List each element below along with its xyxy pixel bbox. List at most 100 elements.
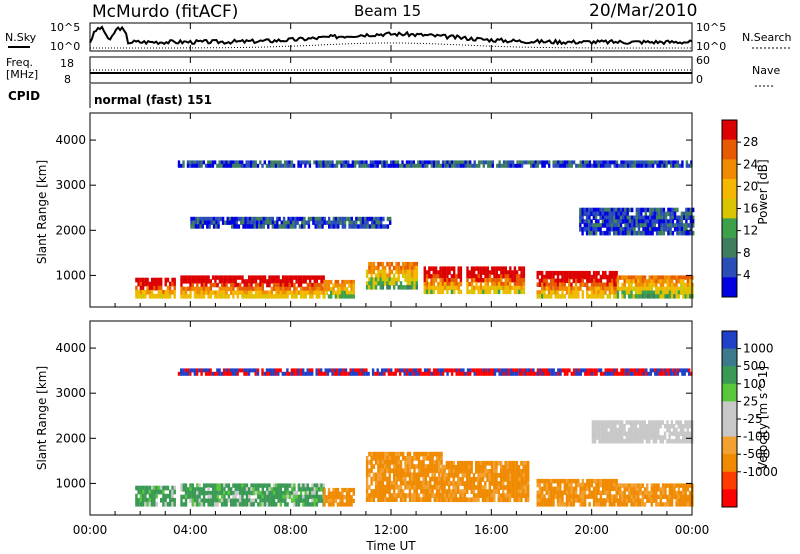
heatmap-cell-8 <box>193 368 196 373</box>
heatmap-cell-1 <box>277 279 280 284</box>
heatmap-cell-1 <box>306 487 310 492</box>
heatmap-cell-5 <box>592 490 596 495</box>
heatmap-cell-9 <box>206 224 209 229</box>
heatmap-cell-6 <box>648 498 651 503</box>
heatmap-cell-3 <box>395 281 398 286</box>
heatmap-cell-1 <box>261 294 264 299</box>
heatmap-cell-10 <box>594 230 598 236</box>
heatmap-cell-1 <box>230 487 233 492</box>
heatmap-cell-7 <box>648 435 651 440</box>
heatmap-cell-4 <box>447 485 451 490</box>
heatmap-cell-8 <box>563 371 567 376</box>
heatmap-cell-10 <box>676 215 679 220</box>
heatmap-cell-5 <box>520 281 523 287</box>
heatmap-cell-8 <box>552 371 555 376</box>
heatmap-cell-0 <box>139 293 143 299</box>
heatmap-cell-8 <box>636 368 639 373</box>
heatmap-cell-8 <box>536 163 540 168</box>
heatmap-cell-0 <box>135 485 138 491</box>
heatmap-cell-9 <box>296 216 299 222</box>
heatmap-cell-1 <box>272 494 276 500</box>
heatmap-cell-1 <box>266 490 269 496</box>
heatmap-cell-8 <box>385 160 388 165</box>
heatmap-cell-4 <box>443 469 446 474</box>
heatmap-cell-3 <box>422 476 425 482</box>
heatmap-cell-9 <box>228 220 232 225</box>
heatmap-cell-6 <box>550 274 553 280</box>
heatmap-cell-4 <box>441 281 445 287</box>
heatmap-cell-6 <box>586 294 589 299</box>
heatmap-cell-6 <box>646 483 649 488</box>
heatmap-cell-0 <box>137 497 140 503</box>
heatmap-cell-1 <box>180 286 183 292</box>
heatmap-cell-5 <box>583 482 587 488</box>
heatmap-cell-8 <box>265 163 269 168</box>
heatmap-cell-3 <box>406 456 409 461</box>
heatmap-cell-8 <box>484 160 488 165</box>
heatmap-cell-3 <box>431 476 434 482</box>
heatmap-cell-5 <box>541 490 544 495</box>
heatmap-cell-9 <box>203 220 207 225</box>
heatmap-cell-6 <box>664 502 667 507</box>
heatmap-cell-8 <box>520 163 524 168</box>
heatmap-cell-2 <box>350 498 353 503</box>
heatmap-cell-1 <box>304 286 307 292</box>
heatmap-cell-9 <box>271 216 274 222</box>
heatmap-cell-0 <box>169 489 172 495</box>
heatmap-cell-1 <box>270 290 273 295</box>
heatmap-cell-8 <box>527 368 531 373</box>
heatmap-cell-3 <box>397 261 400 267</box>
heatmap-cell-4 <box>497 481 500 486</box>
heatmap-cell-10 <box>655 207 659 213</box>
heatmap-cell-8 <box>534 163 537 168</box>
heatmap-cell-4 <box>513 489 516 494</box>
heatmap-cell-1 <box>216 502 219 507</box>
heatmap-cell-3 <box>379 269 382 275</box>
heatmap-cell-5 <box>552 490 555 495</box>
heatmap-cell-10 <box>667 207 670 213</box>
heatmap-cell-1 <box>227 487 231 492</box>
colorbar-tick-label: 20 <box>743 179 758 193</box>
heatmap-cell-6 <box>648 494 651 500</box>
heatmap-cell-9 <box>276 224 279 229</box>
heatmap-cell-0 <box>157 285 161 291</box>
heatmap-cell-8 <box>234 371 237 376</box>
heatmap-cell-1 <box>234 502 237 507</box>
heatmap-cell-3 <box>426 472 430 478</box>
heatmap-cell-4 <box>441 270 445 275</box>
heatmap-cell-1 <box>284 279 287 284</box>
heatmap-cell-2 <box>323 279 326 285</box>
heatmap-cell-7 <box>657 275 660 280</box>
heatmap-cell-8 <box>315 163 318 168</box>
heatmap-cell-1 <box>281 290 285 295</box>
heatmap-cell-1 <box>309 286 312 292</box>
heatmap-cell-4 <box>495 469 498 474</box>
heatmap-cell-6 <box>588 294 591 299</box>
heatmap-cell-8 <box>611 371 614 376</box>
heatmap-cell-10 <box>585 230 589 236</box>
heatmap-cell-8 <box>299 371 303 376</box>
heatmap-cell-9 <box>352 224 356 229</box>
heatmap-cell-1 <box>254 498 258 503</box>
heatmap-cell-1 <box>196 494 199 500</box>
heatmap-cell-8 <box>518 163 522 168</box>
heatmap-cell-8 <box>579 368 582 373</box>
heatmap-cell-6 <box>581 270 584 276</box>
heatmap-cell-8 <box>489 371 492 376</box>
heatmap-cell-0 <box>164 281 167 287</box>
heatmap-cell-7 <box>661 286 665 292</box>
heatmap-cell-7 <box>632 279 635 284</box>
heatmap-cell-8 <box>557 163 560 168</box>
heatmap-cell-7 <box>618 424 622 429</box>
heatmap-cell-4 <box>454 473 458 478</box>
heatmap-cell-5 <box>599 502 603 507</box>
heatmap-cell-9 <box>262 224 265 229</box>
heatmap-cell-6 <box>590 290 594 295</box>
heatmap-cell-4 <box>461 473 464 478</box>
heatmap-cell-10 <box>583 207 586 213</box>
heatmap-cell-3 <box>404 472 407 478</box>
colorbar-tick-label: 8 <box>743 246 751 260</box>
heatmap-cell-1 <box>259 282 262 288</box>
heatmap-cell-8 <box>423 371 427 376</box>
heatmap-cell-3 <box>420 480 423 486</box>
